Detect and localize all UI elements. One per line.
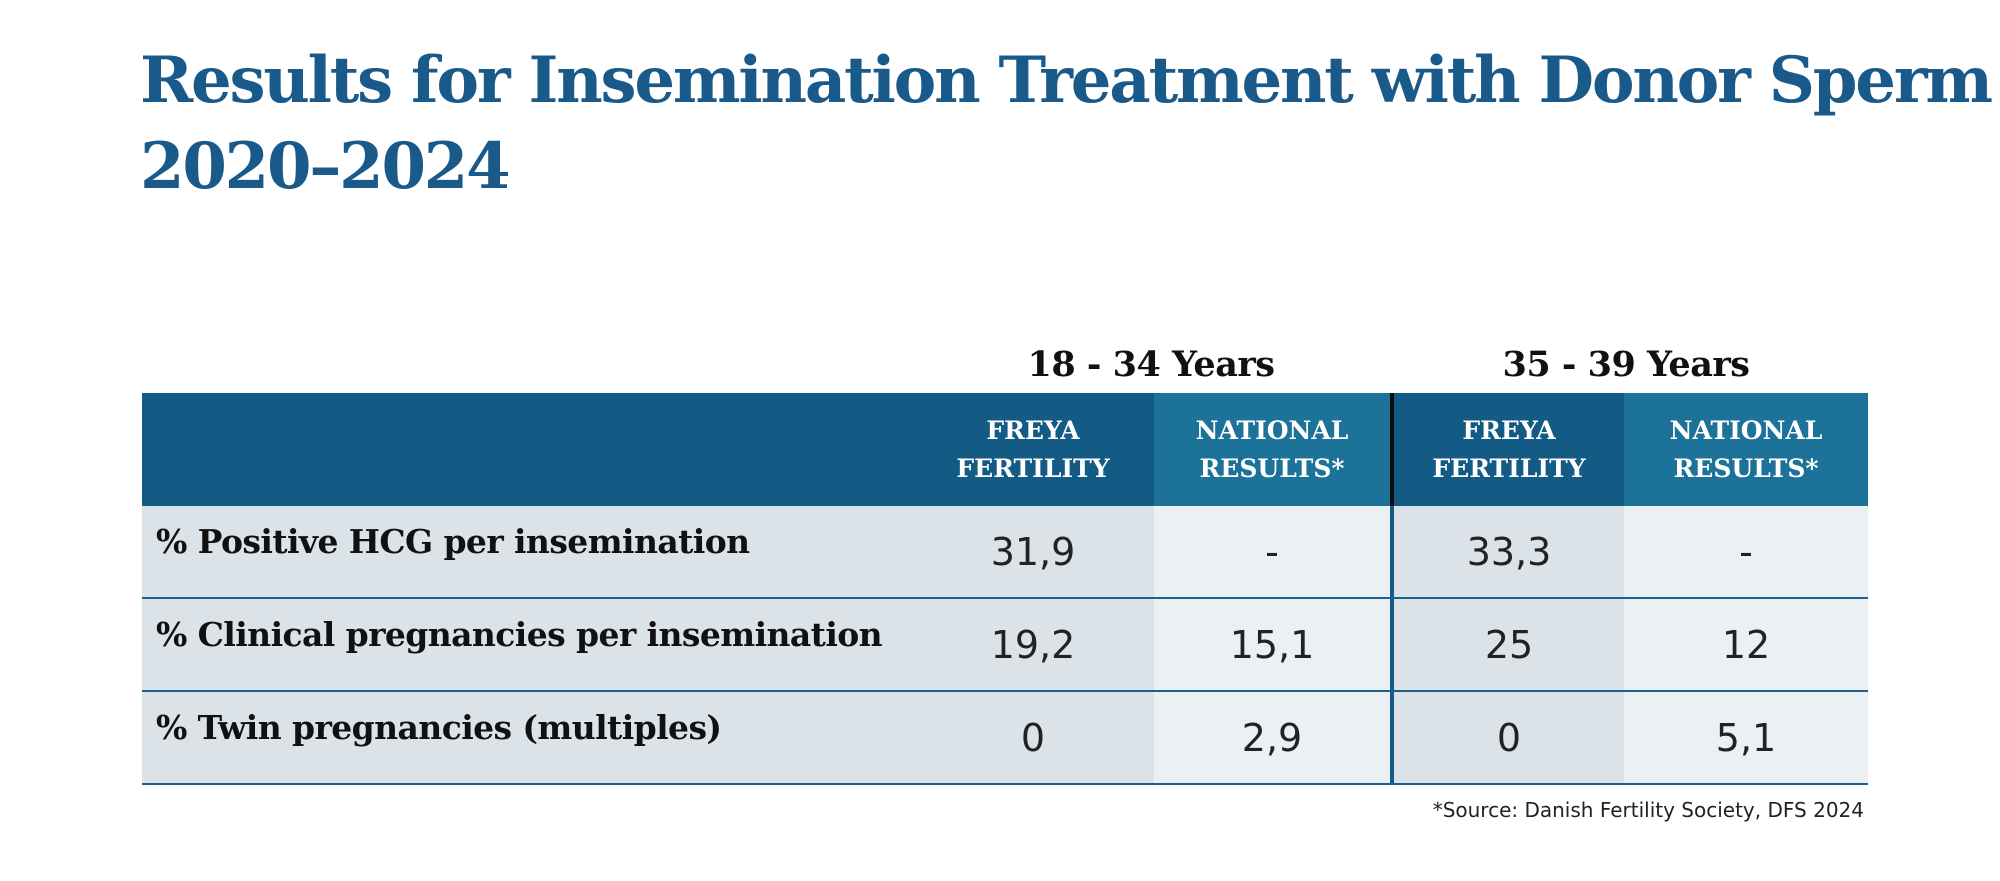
header-national-results-18-34: NATIONAL RESULTS*: [1154, 393, 1390, 506]
value-cell: -: [1624, 506, 1868, 597]
value-cell: 12: [1624, 599, 1868, 690]
table-row: % Positive HCG per insemination 31,9 - 3…: [142, 506, 1868, 599]
header-freya-fertility-18-34: FREYA FERTILITY: [956, 415, 1110, 483]
table-row: % Twin pregnancies (multiples) 0 2,9 0 5…: [142, 692, 1868, 785]
title-line-2: 2020–2024: [140, 129, 511, 204]
header-freya-fertility-35-39: FREYA FERTILITY: [1390, 393, 1624, 506]
value-cell: 0: [912, 692, 1154, 783]
header-empty-cell: [142, 393, 912, 506]
source-footnote: *Source: Danish Fertility Society, DFS 2…: [1432, 798, 1864, 822]
value-cell: 0: [1390, 692, 1624, 783]
group-label-18-34: 18 - 34 Years: [1027, 344, 1275, 385]
table-row: % Clinical pregnancies per insemination …: [142, 599, 1868, 692]
page-title: Results for Insemination Treatment with …: [140, 38, 1993, 210]
value-cell: 31,9: [912, 506, 1154, 597]
row-label: % Positive HCG per insemination: [142, 506, 912, 597]
title-line-1: Results for Insemination Treatment with …: [140, 43, 1993, 118]
value-cell: -: [1154, 506, 1390, 597]
value-cell: 19,2: [912, 599, 1154, 690]
header-national-results-35-39: NATIONAL RESULTS*: [1624, 393, 1868, 506]
group-label-35-39: 35 - 39 Years: [1502, 344, 1750, 385]
value-cell: 5,1: [1624, 692, 1868, 783]
row-label: % Twin pregnancies (multiples): [142, 692, 912, 783]
value-cell: 33,3: [1390, 506, 1624, 597]
results-table: FREYA FERTILITY NATIONAL RESULTS* FREYA …: [142, 393, 1868, 785]
value-cell: 2,9: [1154, 692, 1390, 783]
value-cell: 25: [1390, 599, 1624, 690]
row-label: % Clinical pregnancies per insemination: [142, 599, 912, 690]
table-header-row: FREYA FERTILITY NATIONAL RESULTS* FREYA …: [142, 393, 1868, 506]
value-cell: 15,1: [1154, 599, 1390, 690]
